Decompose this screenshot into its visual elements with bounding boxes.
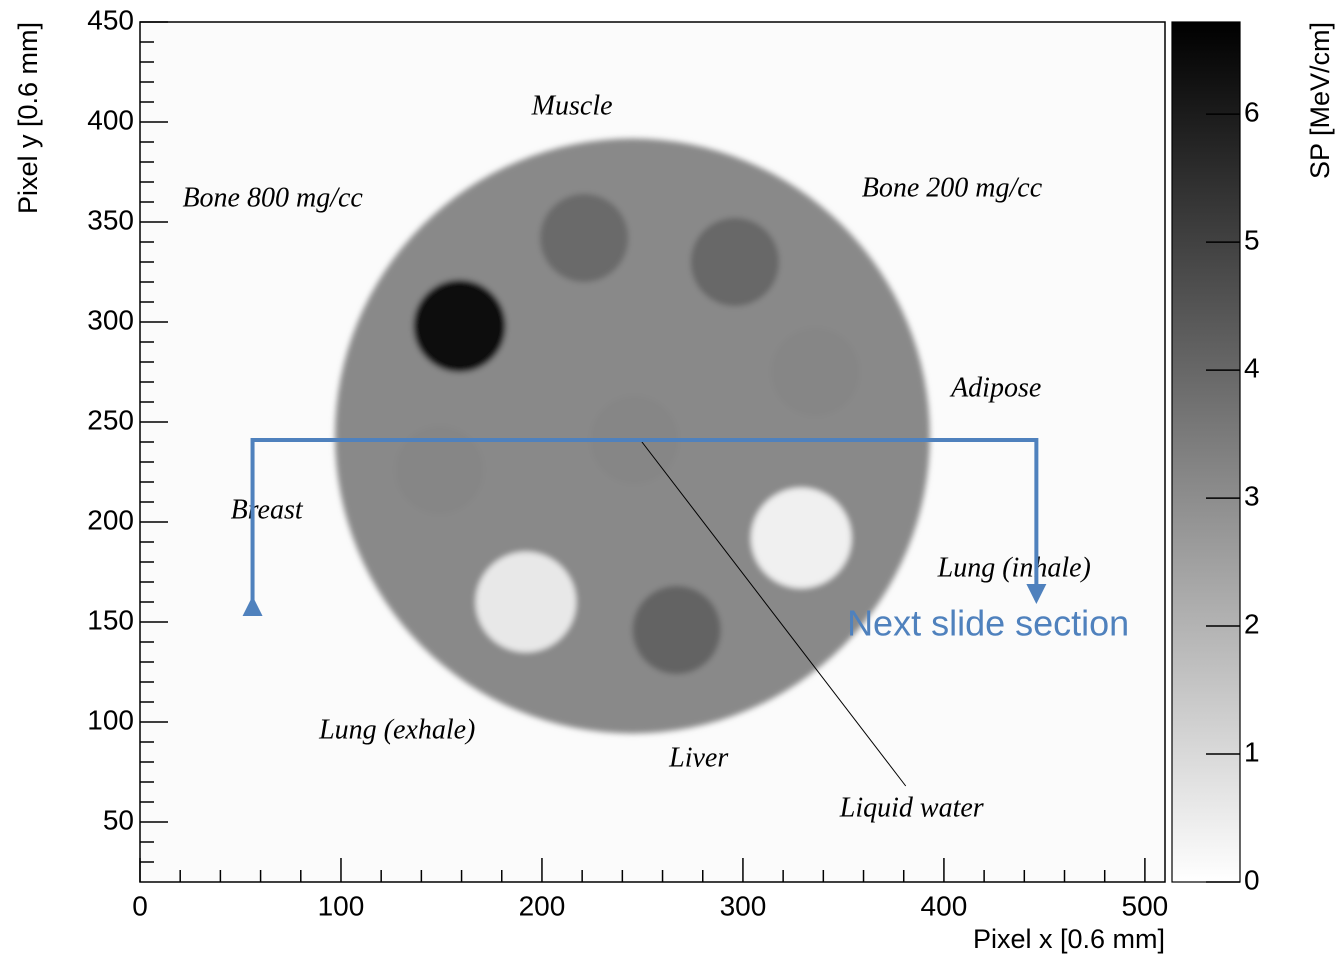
y-tick-label: 200 (87, 504, 134, 535)
colorbar (1172, 22, 1240, 882)
x-tick-label: 300 (720, 890, 767, 921)
annotation: Adipose (949, 372, 1041, 403)
x-tick-label: 400 (921, 890, 968, 921)
chart: Pixel x [0.6 mm] Pixel y [0.6 mm] SP [Me… (0, 0, 1340, 964)
y-tick-label: 450 (87, 4, 134, 35)
annotation: Lung (exhale) (318, 714, 475, 745)
colorbar-title: SP [MeV/cm] (1305, 22, 1335, 179)
annotation: Liquid water (839, 792, 984, 823)
insert (751, 488, 851, 588)
annotation: Bone 800 mg/cc (182, 182, 363, 213)
insert (632, 586, 720, 674)
y-tick-label: 300 (87, 304, 134, 335)
y-tick-label: 100 (87, 704, 134, 735)
colorbar-tick-label: 4 (1244, 352, 1260, 383)
y-tick-label: 350 (87, 204, 134, 235)
colorbar-tick-label: 3 (1244, 480, 1260, 511)
insert (476, 552, 576, 652)
insert (413, 280, 505, 372)
section-label: Next slide section (847, 603, 1129, 644)
plot-area (140, 22, 1165, 882)
colorbar-tick-label: 1 (1244, 736, 1260, 767)
annotation: Liver (668, 742, 728, 773)
x-tick-label: 0 (132, 890, 148, 921)
annotation: Bone 200 mg/cc (862, 172, 1043, 203)
colorbar-tick-label: 6 (1244, 97, 1260, 128)
annotation: Muscle (531, 90, 613, 121)
annotation: Breast (231, 494, 304, 525)
colorbar-tick-label: 0 (1244, 864, 1260, 895)
x-tick-label: 500 (1122, 890, 1169, 921)
colorbar-tick-label: 2 (1244, 608, 1260, 639)
y-axis-title: Pixel y [0.6 mm] (13, 22, 43, 214)
insert (771, 328, 859, 416)
colorbar-tick-label: 5 (1244, 225, 1260, 256)
x-axis-title: Pixel x [0.6 mm] (973, 924, 1165, 954)
x-tick-label: 100 (318, 890, 365, 921)
x-tick-label: 200 (519, 890, 566, 921)
y-tick-label: 150 (87, 604, 134, 635)
page: {"chart_data": { "type": "heatmap", "xla… (0, 0, 1340, 969)
annotation: Lung (inhale) (937, 552, 1091, 583)
insert (540, 194, 628, 282)
y-tick-label: 50 (103, 804, 134, 835)
heatmap-image (335, 139, 930, 734)
y-tick-label: 400 (87, 104, 134, 135)
y-tick-label: 250 (87, 404, 134, 435)
insert (691, 218, 779, 306)
